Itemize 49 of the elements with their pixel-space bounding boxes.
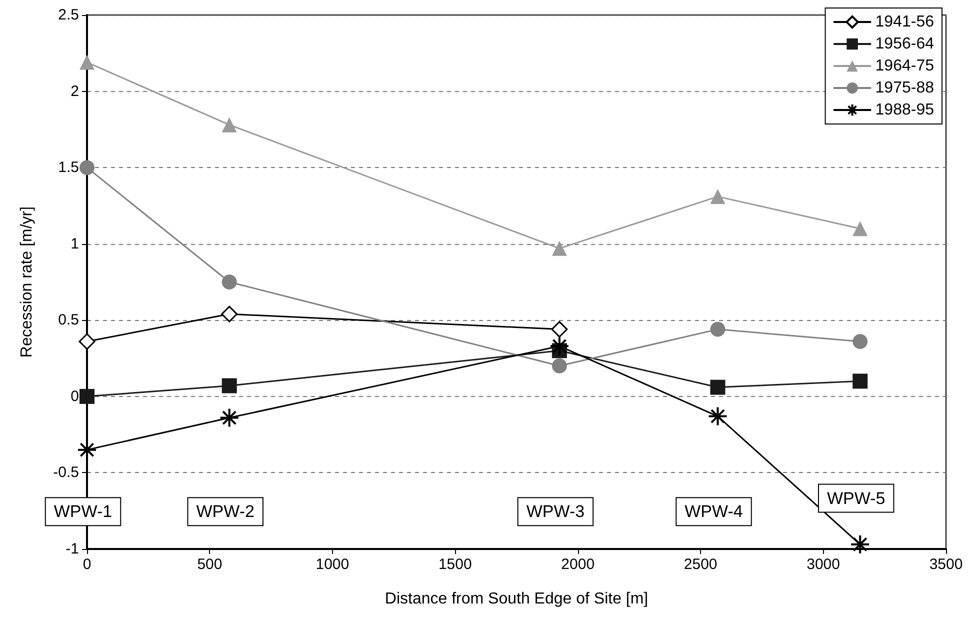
point bbox=[852, 374, 868, 389]
point bbox=[222, 117, 237, 132]
legend-label: 1941-56 bbox=[875, 14, 934, 30]
point bbox=[219, 408, 240, 428]
annotation: WPW-3 bbox=[526, 502, 585, 522]
x-tick-label: 0 bbox=[82, 556, 92, 573]
x-tick-label: 1000 bbox=[316, 556, 350, 573]
point bbox=[221, 306, 238, 322]
y-tick-label: 0.5 bbox=[58, 312, 79, 329]
legend-label: 1988-95 bbox=[875, 102, 934, 118]
point bbox=[552, 358, 567, 374]
point bbox=[222, 378, 237, 394]
legend-label: 1975-88 bbox=[875, 80, 934, 96]
x-tick-label: 500 bbox=[197, 556, 222, 573]
x-tick-label: 2000 bbox=[561, 556, 595, 573]
point bbox=[222, 274, 237, 290]
point bbox=[710, 380, 726, 395]
x-axis-title: Distance from South Edge of Site [m] bbox=[384, 590, 648, 608]
annotation: WPW-5 bbox=[826, 488, 886, 508]
point bbox=[850, 534, 870, 554]
annotation: WPW-4 bbox=[684, 502, 743, 522]
x-tick-label: 2500 bbox=[684, 556, 718, 573]
annotation: WPW-1 bbox=[54, 502, 112, 522]
x-tick-label: 3500 bbox=[929, 556, 963, 573]
point bbox=[552, 240, 567, 256]
legend-label: 1956-64 bbox=[875, 36, 934, 52]
point bbox=[78, 333, 96, 350]
point bbox=[551, 321, 568, 338]
y-tick-label: 0 bbox=[70, 388, 79, 405]
point bbox=[80, 54, 94, 70]
y-tick-label: 1.5 bbox=[58, 159, 79, 176]
point bbox=[710, 322, 726, 337]
annotation: WPW-2 bbox=[196, 502, 254, 522]
point bbox=[710, 189, 726, 204]
y-tick-label: 2 bbox=[70, 82, 79, 100]
point bbox=[80, 160, 94, 176]
y-tick-label: -0.5 bbox=[53, 464, 79, 482]
x-tick-label: 1500 bbox=[438, 556, 472, 573]
y-tick-label: 2.5 bbox=[58, 6, 79, 24]
y-tick-label: 1 bbox=[70, 235, 79, 252]
point bbox=[708, 406, 728, 426]
y-axis-title: Recession rate [m/yr] bbox=[18, 206, 36, 358]
x-tick-label: 3000 bbox=[806, 556, 840, 573]
legend-label: 1964-75 bbox=[875, 58, 934, 74]
y-tick-label: -1 bbox=[66, 540, 79, 558]
point bbox=[80, 388, 94, 404]
point bbox=[549, 336, 570, 356]
point bbox=[852, 221, 868, 236]
point bbox=[852, 334, 868, 349]
